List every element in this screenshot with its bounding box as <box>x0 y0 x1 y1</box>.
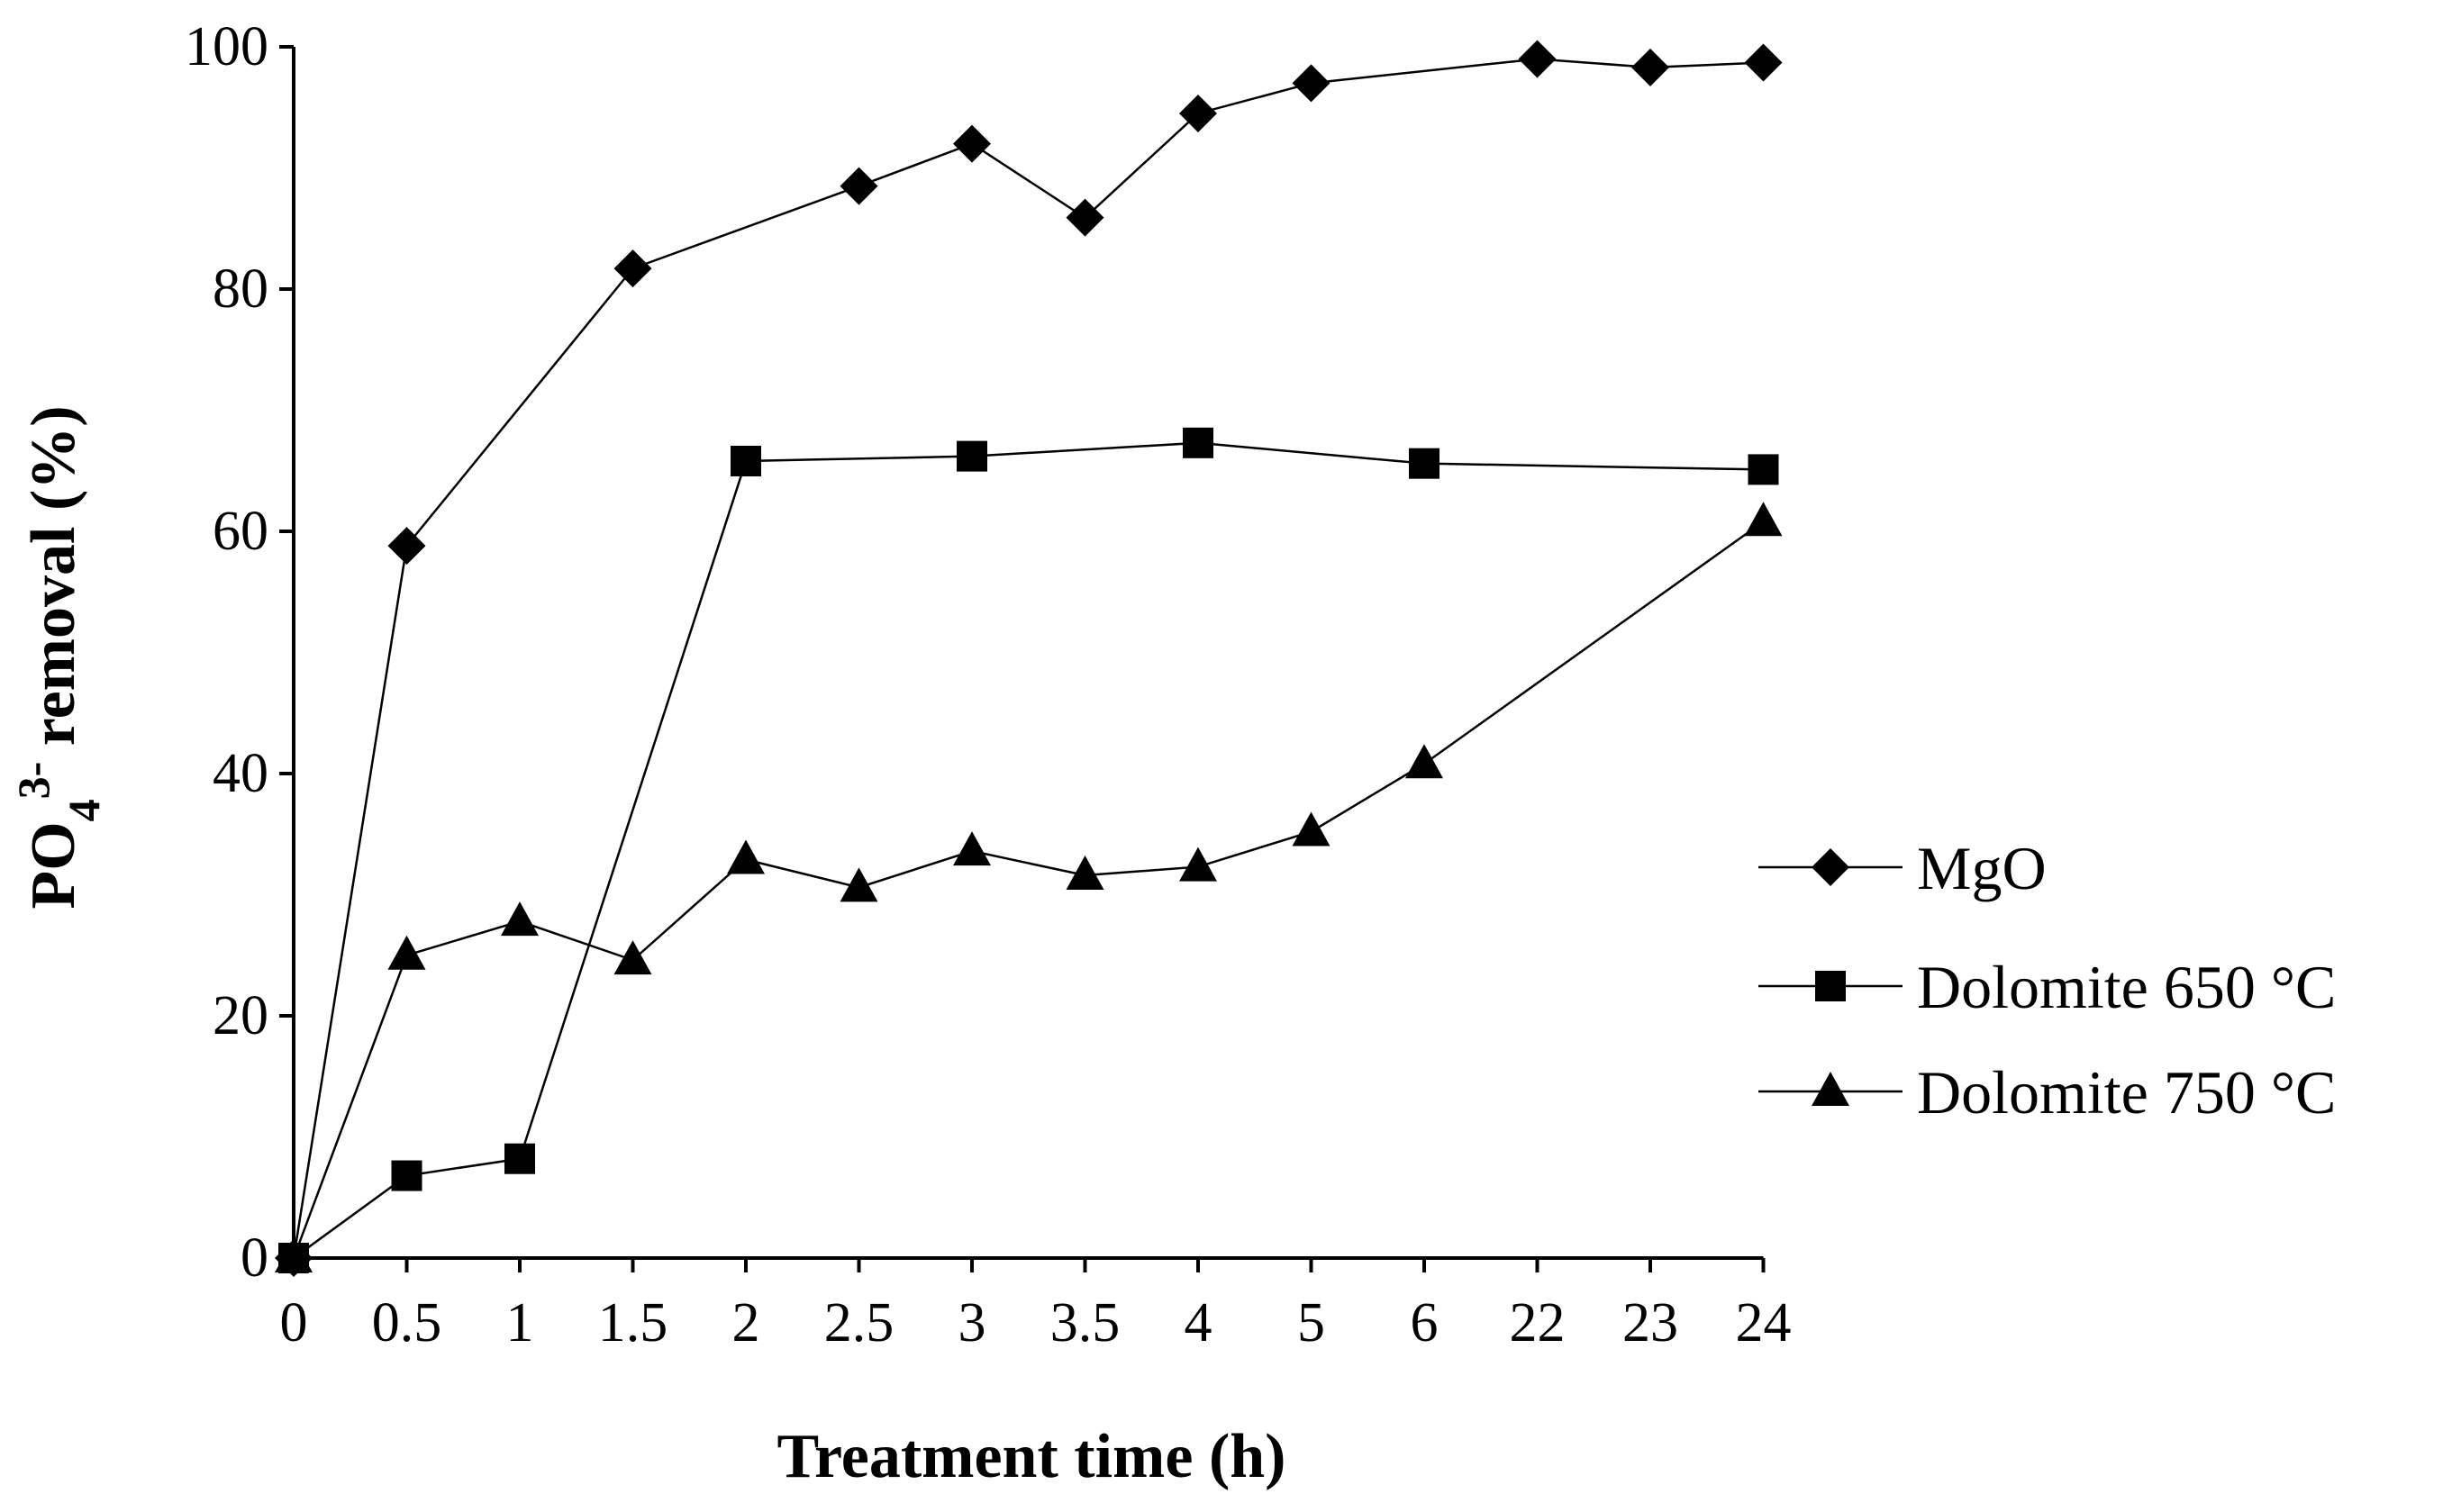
x-tick-label: 3 <box>958 1292 986 1354</box>
data-point <box>1292 64 1330 103</box>
data-point <box>613 249 652 288</box>
data-point <box>1518 40 1557 78</box>
data-point <box>1183 427 1213 458</box>
legend-item: Dolomite 750 °C <box>1758 1058 2336 1127</box>
x-tick-label: 2 <box>732 1292 760 1354</box>
legend-marker <box>1815 971 1846 1001</box>
x-tick-label: 1.5 <box>598 1292 668 1354</box>
y-tick-label: 40 <box>213 743 268 804</box>
data-point <box>1631 48 1669 86</box>
legend-label: MgO <box>1917 834 2047 902</box>
data-point <box>1179 94 1217 132</box>
data-point <box>840 167 878 205</box>
x-tick-label: 0.5 <box>372 1292 442 1354</box>
data-point <box>1748 454 1779 485</box>
data-point <box>501 901 539 937</box>
x-tick-label: 6 <box>1411 1292 1439 1354</box>
data-point <box>840 867 878 902</box>
data-point <box>391 1160 422 1191</box>
legend-item: Dolomite 650 °C <box>1758 953 2336 1021</box>
x-tick-label: 3.5 <box>1050 1292 1121 1354</box>
x-tick-label: 22 <box>1510 1292 1566 1354</box>
data-point <box>1179 847 1217 882</box>
x-tick-label: 5 <box>1297 1292 1325 1354</box>
data-point <box>953 124 991 163</box>
y-tick-label: 0 <box>241 1227 268 1289</box>
legend-marker <box>1812 848 1849 886</box>
x-axis-title: Treatment time (h) <box>777 1422 1286 1491</box>
data-point <box>1744 43 1783 82</box>
x-tick-label: 23 <box>1622 1292 1678 1354</box>
y-tick-label: 100 <box>185 16 268 77</box>
x-tick-label: 1 <box>506 1292 534 1354</box>
data-point <box>504 1143 535 1174</box>
series-line <box>292 521 1765 1259</box>
y-tick-label: 60 <box>213 501 268 562</box>
data-point <box>1744 502 1783 537</box>
data-point <box>727 839 765 874</box>
data-point <box>1292 811 1330 847</box>
data-point <box>1066 198 1104 237</box>
data-point <box>731 445 761 476</box>
y-axis-title: PO43- removal (%) <box>8 405 109 909</box>
data-point <box>953 831 991 866</box>
x-tick-label: 2.5 <box>824 1292 895 1354</box>
legend-marker <box>1812 1072 1849 1106</box>
legend-item: MgO <box>1758 834 2047 902</box>
legend-label: Dolomite 650 °C <box>1917 953 2336 1021</box>
y-tick-label: 80 <box>213 258 268 320</box>
x-tick-label: 24 <box>1736 1292 1792 1354</box>
x-tick-label: 0 <box>280 1292 308 1354</box>
series-line <box>293 441 1764 1260</box>
data-point <box>613 940 652 975</box>
legend-label: Dolomite 750 °C <box>1917 1058 2336 1127</box>
series-1 <box>275 40 1783 1277</box>
data-point <box>387 527 426 566</box>
data-point <box>387 935 426 970</box>
legend: MgO Dolomite 650 °C Dolomite 750 °C <box>1758 834 2336 1127</box>
y-tick-label: 20 <box>213 985 268 1046</box>
data-point <box>1066 855 1104 890</box>
series-2 <box>278 427 1779 1273</box>
data-point <box>1405 744 1443 779</box>
series-line <box>292 58 1764 1259</box>
data-point <box>957 440 987 472</box>
data-point <box>1409 448 1439 479</box>
axes: 0 20 40 60 80 100 0 0.5 1 1.5 2 2.5 3 3.5 4 5 6 22 23 24 <box>185 16 1792 1354</box>
series-3 <box>275 502 1783 1272</box>
plot-area <box>275 40 1783 1277</box>
x-tick-label: 4 <box>1185 1292 1212 1354</box>
